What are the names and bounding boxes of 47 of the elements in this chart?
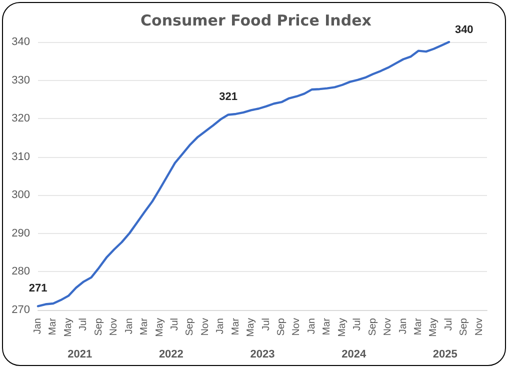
x-tick-label: Jul xyxy=(260,318,272,331)
x-tick-label: Mar xyxy=(48,317,59,336)
text: 2023 xyxy=(250,348,275,360)
y-tick-label: 340 xyxy=(12,36,30,48)
text: 2025 xyxy=(432,348,458,360)
x-tick-label: Sep xyxy=(276,318,288,336)
x-tick-label: Jan xyxy=(398,318,409,334)
x-tick-label: Jan xyxy=(32,318,44,334)
x-tick-label: Mar xyxy=(413,317,424,336)
x-tick-label: Mar xyxy=(322,317,333,336)
x-tick-label: Nov xyxy=(291,318,302,336)
x-tick-label: Jan xyxy=(124,318,135,334)
y-tick-label: 280 xyxy=(12,266,30,278)
y-tick-label: 320 xyxy=(12,112,30,125)
text: 2021 xyxy=(68,348,92,360)
x-tick-label: Nov xyxy=(200,318,211,336)
x-tick-label: Nov xyxy=(474,318,485,336)
x-tick-label: Sep xyxy=(184,318,196,336)
x-tick-label: Sep xyxy=(367,318,378,336)
x-tick-label: Nov xyxy=(108,318,120,336)
x-tick-label: Sep xyxy=(458,318,470,336)
text: 2022 xyxy=(158,348,184,360)
x-tick-label: May xyxy=(336,318,348,337)
x-tick-label: Jan xyxy=(215,318,226,334)
data-label: 340 xyxy=(454,24,474,36)
x-tick-label: Jul xyxy=(78,318,90,331)
x-tick-label: Nov xyxy=(382,318,394,336)
x-tick-label: Jul xyxy=(443,318,454,331)
x-tick-label: Jan xyxy=(306,318,318,334)
x-tick-label: Sep xyxy=(93,318,104,336)
y-tick-label: 290 xyxy=(12,227,30,240)
data-label: 321 xyxy=(219,91,238,104)
x-tick-label: Jul xyxy=(352,318,364,331)
text: 2024 xyxy=(342,348,367,360)
chart-title: Consumer Food Price Index xyxy=(140,12,372,30)
x-tick-label: May xyxy=(62,318,74,337)
x-tick-label: May xyxy=(154,318,166,337)
data-label: 271 xyxy=(28,282,48,295)
x-tick-label: Jul xyxy=(169,318,180,331)
y-tick-label: 270 xyxy=(12,304,30,316)
x-tick-label: May xyxy=(246,318,257,337)
x-tick-label: Mar xyxy=(230,317,242,336)
x-tick-label: Mar xyxy=(139,317,150,336)
y-tick-label: 310 xyxy=(12,150,30,163)
x-tick-label: May xyxy=(428,318,440,337)
y-tick-label: 300 xyxy=(12,189,30,202)
y-tick-label: 330 xyxy=(12,74,30,86)
